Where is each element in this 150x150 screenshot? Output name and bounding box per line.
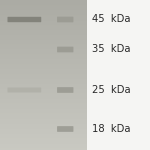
Text: 35  kDa: 35 kDa bbox=[92, 45, 130, 54]
Text: 45  kDa: 45 kDa bbox=[92, 15, 130, 24]
FancyBboxPatch shape bbox=[8, 88, 41, 92]
FancyBboxPatch shape bbox=[57, 87, 74, 93]
FancyBboxPatch shape bbox=[8, 17, 41, 22]
Text: 25  kDa: 25 kDa bbox=[92, 85, 131, 95]
FancyBboxPatch shape bbox=[57, 47, 74, 52]
FancyBboxPatch shape bbox=[57, 126, 74, 132]
FancyBboxPatch shape bbox=[57, 17, 74, 22]
Text: 18  kDa: 18 kDa bbox=[92, 124, 130, 134]
